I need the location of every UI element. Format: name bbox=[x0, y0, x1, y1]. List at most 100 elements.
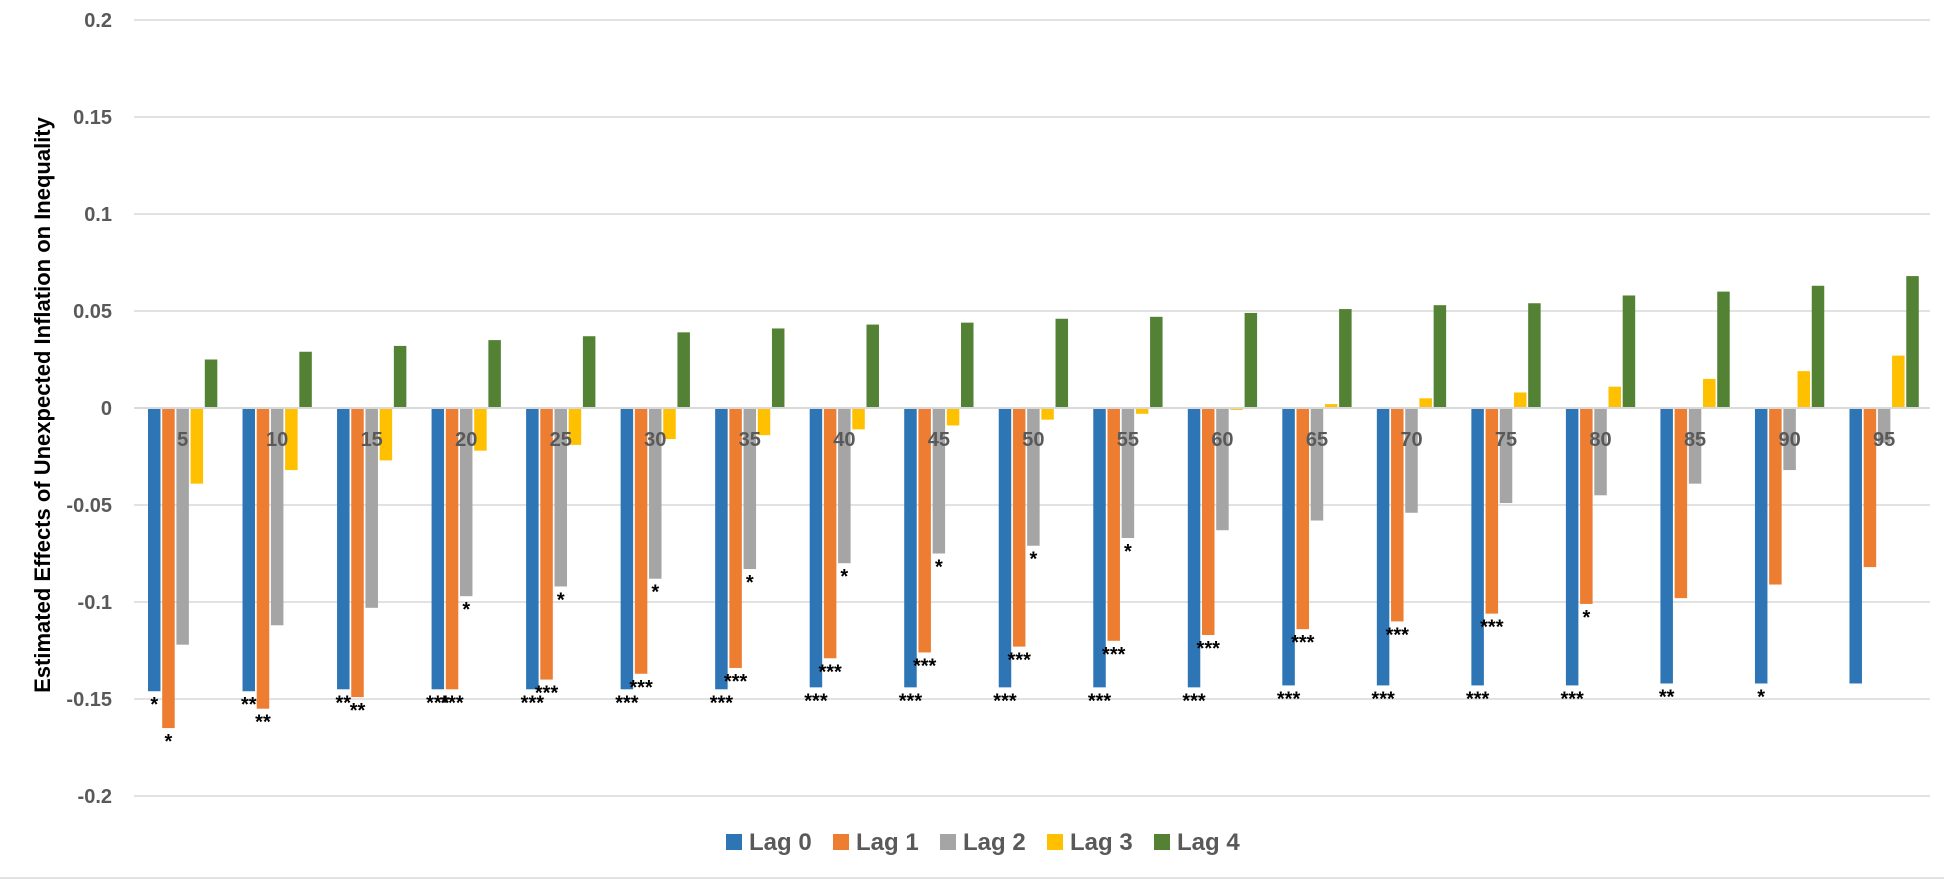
significance-label: * bbox=[935, 557, 943, 579]
bar-lag-2 bbox=[459, 408, 473, 597]
significance-label: * bbox=[1029, 549, 1037, 571]
category-label: 15 bbox=[361, 429, 383, 451]
bar-lag-4 bbox=[582, 336, 596, 408]
bar-lag-3 bbox=[190, 408, 204, 484]
bar-lag-1 bbox=[351, 408, 364, 698]
significance-label: * bbox=[746, 572, 754, 594]
bar-lag-4 bbox=[488, 340, 501, 408]
bar-lag-3 bbox=[1041, 408, 1054, 420]
significance-label: * bbox=[1757, 686, 1765, 708]
bar-lag-2 bbox=[1877, 408, 1891, 443]
category-label: 60 bbox=[1211, 429, 1233, 451]
significance-label: *** bbox=[1102, 644, 1126, 666]
significance-label: *** bbox=[818, 661, 842, 683]
significance-label: *** bbox=[1466, 688, 1490, 710]
category-label: 55 bbox=[1117, 429, 1139, 451]
bar-lag-1 bbox=[445, 408, 459, 690]
bar-lag-0 bbox=[1754, 408, 1768, 684]
category-label: 85 bbox=[1684, 429, 1706, 451]
significance-label: * bbox=[1124, 541, 1132, 563]
category-labels: 5 10 15 20 25 30 35 40 45 50 55 60 65 70 75 80 85 90 95 bbox=[177, 429, 1895, 451]
significance-label: *** bbox=[804, 690, 828, 712]
bar-lag-4 bbox=[1150, 316, 1163, 408]
significance-label: * bbox=[651, 582, 659, 604]
y-tick-label: -0.1 bbox=[78, 592, 112, 614]
bar-lag-1 bbox=[1012, 408, 1026, 647]
bar-lag-3 bbox=[946, 408, 960, 426]
category-label: 40 bbox=[833, 429, 855, 451]
legend-label: Lag 4 bbox=[1177, 829, 1240, 856]
bar-lag-2 bbox=[1405, 408, 1418, 513]
bar-lag-0 bbox=[1376, 408, 1390, 686]
bar-lag-3 bbox=[1419, 398, 1432, 408]
significance-label: * bbox=[150, 694, 158, 716]
bar-lag-0 bbox=[1471, 408, 1484, 686]
bar-lag-1 bbox=[1580, 408, 1593, 604]
bar-lag-1 bbox=[729, 408, 742, 668]
category-label: 70 bbox=[1400, 429, 1422, 451]
significance-label: *** bbox=[1182, 690, 1206, 712]
category-label: 75 bbox=[1495, 429, 1517, 451]
bar-lag-4 bbox=[1622, 295, 1636, 408]
bar-lag-2 bbox=[838, 408, 851, 564]
significance-label: *** bbox=[993, 690, 1017, 712]
bar-lag-3 bbox=[663, 408, 676, 440]
bar-lag-4 bbox=[204, 359, 218, 408]
significance-label: *** bbox=[521, 692, 545, 714]
bar-lag-4 bbox=[393, 345, 407, 408]
bar-lag-0 bbox=[1093, 408, 1106, 688]
category-label: 5 bbox=[177, 429, 188, 451]
zero-axis bbox=[0, 407, 1944, 879]
bar-lag-1 bbox=[256, 408, 270, 709]
significance-label: *** bbox=[1560, 688, 1584, 710]
y-axis-ticks: 0.2 0.15 0.1 0.05 0 -0.05 -0.1 -0.15 -0.2 bbox=[66, 10, 112, 808]
bar-lag-4 bbox=[299, 351, 312, 408]
bar-lag-0 bbox=[715, 408, 728, 690]
legend: Lag 0 Lag 1 Lag 2 Lag 3 Lag 4 bbox=[726, 829, 1240, 856]
bar-lag-2 bbox=[1027, 408, 1040, 546]
bar-lag-3 bbox=[379, 408, 393, 461]
bar-lag-0 bbox=[1282, 408, 1295, 686]
legend-swatch bbox=[1154, 834, 1170, 850]
bar-lag-3 bbox=[1513, 392, 1527, 408]
bar-lag-4 bbox=[961, 322, 974, 408]
bar-lag-2 bbox=[1688, 408, 1702, 484]
bar-lag-0 bbox=[337, 408, 350, 690]
y-tick-label: 0.2 bbox=[84, 10, 112, 32]
bar-lag-3 bbox=[474, 408, 487, 451]
bar-lag-2 bbox=[743, 408, 757, 570]
significance-label: * bbox=[557, 589, 565, 611]
bar-lag-0 bbox=[1187, 408, 1201, 688]
legend-label: Lag 0 bbox=[749, 829, 812, 856]
bar-lag-0 bbox=[431, 408, 445, 690]
legend-swatch bbox=[940, 834, 956, 850]
bar-lag-1 bbox=[918, 408, 931, 653]
significance-label: *** bbox=[1371, 688, 1395, 710]
bar-lag-1 bbox=[823, 408, 837, 659]
category-label: 30 bbox=[644, 429, 666, 451]
significance-label: ** bbox=[1659, 686, 1675, 708]
significance-label: *** bbox=[615, 692, 639, 714]
significance-label: *** bbox=[1088, 690, 1112, 712]
bar-lag-0 bbox=[1849, 408, 1862, 684]
category-label: 20 bbox=[455, 429, 477, 451]
bar-lag-2 bbox=[932, 408, 946, 554]
y-tick-label: 0.1 bbox=[84, 204, 112, 226]
bar-lag-1 bbox=[1674, 408, 1688, 599]
bar-lag-4 bbox=[677, 332, 690, 408]
bar-lag-2 bbox=[1499, 408, 1513, 504]
significance-label: *** bbox=[629, 677, 653, 699]
bar-lag-1 bbox=[540, 408, 553, 680]
bar-lag-2 bbox=[554, 408, 568, 587]
significance-label: *** bbox=[440, 692, 464, 714]
bar-lag-4 bbox=[771, 328, 785, 408]
bar-lag-3 bbox=[757, 408, 771, 436]
bar-lag-0 bbox=[526, 408, 539, 690]
significance-label: *** bbox=[899, 690, 923, 712]
category-label: 10 bbox=[266, 429, 288, 451]
bar-lag-2 bbox=[1594, 408, 1607, 496]
bar-lag-0 bbox=[148, 408, 161, 692]
significance-label: *** bbox=[1197, 638, 1221, 660]
